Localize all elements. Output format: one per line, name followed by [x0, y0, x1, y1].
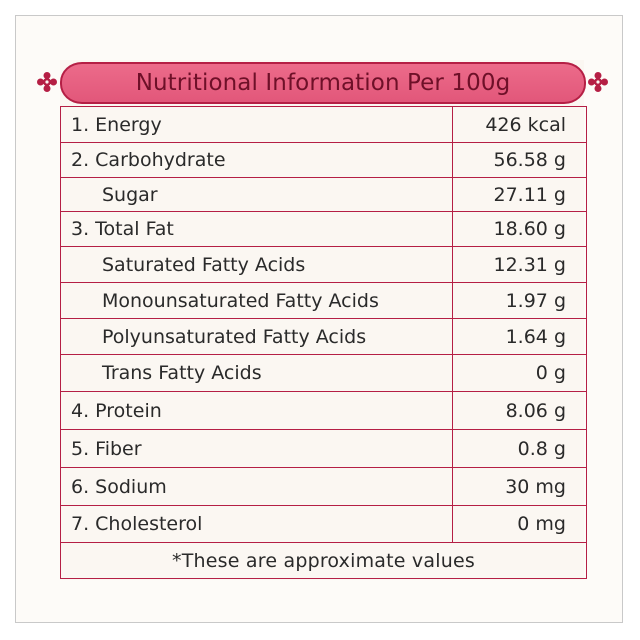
nutrient-value: 56.58 g	[452, 142, 587, 178]
nutrient-label: 3. Total Fat	[60, 211, 453, 247]
floral-ornament-icon	[37, 72, 57, 92]
page-title: Nutritional Information Per 100g	[135, 70, 511, 96]
nutrient-label: Sugar	[60, 177, 453, 212]
table-row: Sugar 27.11 g	[60, 177, 587, 212]
nutrient-label: Polyunsaturated Fatty Acids	[60, 318, 453, 355]
nutrient-value: 0 g	[452, 354, 587, 392]
table-row: Polyunsaturated Fatty Acids 1.64 g	[60, 318, 587, 355]
nutrient-value: 1.97 g	[452, 282, 587, 319]
nutrient-value: 18.60 g	[452, 211, 587, 247]
title-banner: Nutritional Information Per 100g	[60, 62, 586, 104]
nutrient-value: 30 mg	[452, 467, 587, 506]
nutrient-label: 4. Protein	[60, 391, 453, 430]
nutrient-label: 1. Energy	[60, 106, 453, 143]
table-row: 1. Energy 426 kcal	[60, 106, 587, 143]
table-row: Monounsaturated Fatty Acids 1.97 g	[60, 282, 587, 319]
table-row: 2. Carbohydrate 56.58 g	[60, 142, 587, 178]
nutrient-label: Monounsaturated Fatty Acids	[60, 282, 453, 319]
nutrition-table: 1. Energy 426 kcal 2. Carbohydrate 56.58…	[60, 106, 587, 579]
footnote-row: *These are approximate values	[60, 542, 587, 579]
table-row: 7. Cholesterol 0 mg	[60, 505, 587, 543]
nutrient-value: 426 kcal	[452, 106, 587, 143]
nutrient-label: 6. Sodium	[60, 467, 453, 506]
nutrient-value: 27.11 g	[452, 177, 587, 212]
nutrient-label: Saturated Fatty Acids	[60, 246, 453, 283]
table-row: 6. Sodium 30 mg	[60, 467, 587, 506]
nutrient-value: 8.06 g	[452, 391, 587, 430]
table-row: Saturated Fatty Acids 12.31 g	[60, 246, 587, 283]
nutrient-label: 5. Fiber	[60, 429, 453, 468]
floral-ornament-icon	[588, 72, 608, 92]
nutrient-label: Trans Fatty Acids	[60, 354, 453, 392]
nutrient-label: 7. Cholesterol	[60, 505, 453, 543]
footnote: *These are approximate values	[60, 542, 587, 579]
table-row: Trans Fatty Acids 0 g	[60, 354, 587, 392]
nutrient-value: 12.31 g	[452, 246, 587, 283]
nutrient-label: 2. Carbohydrate	[60, 142, 453, 178]
table-row: 5. Fiber 0.8 g	[60, 429, 587, 468]
table-row: 3. Total Fat 18.60 g	[60, 211, 587, 247]
nutrient-value: 0 mg	[452, 505, 587, 543]
table-row: 4. Protein 8.06 g	[60, 391, 587, 430]
nutrient-value: 1.64 g	[452, 318, 587, 355]
nutrient-value: 0.8 g	[452, 429, 587, 468]
